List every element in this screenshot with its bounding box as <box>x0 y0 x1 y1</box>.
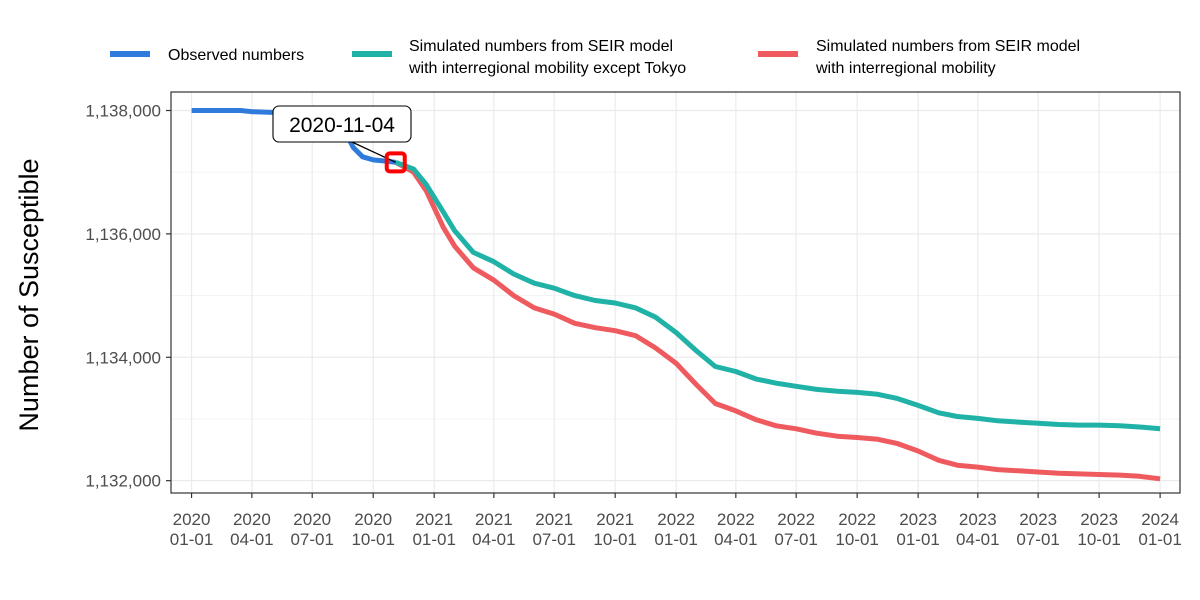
x-tick-label-monthday: 10-01 <box>1077 530 1120 549</box>
legend-label-observed: Observed numbers <box>168 47 304 64</box>
legend-label-simulated-except-tokyo-line1: Simulated numbers from SEIR model <box>409 38 673 55</box>
x-tick-label-year: 2023 <box>959 510 997 529</box>
annotation-label-box <box>272 105 412 143</box>
series-line-simulated-mobility <box>394 160 1161 482</box>
x-tick-label-year: 2023 <box>1080 510 1118 529</box>
grid <box>171 92 1180 493</box>
series-line-simulated-except-tokyo <box>394 159 1161 432</box>
x-tick-label-year: 2022 <box>838 510 876 529</box>
y-tick-label: 1,138,000 <box>85 102 161 121</box>
x-tick-label-monthday: 10-01 <box>351 530 394 549</box>
x-tick-label-year: 2021 <box>415 510 453 529</box>
x-axis: 202001-01202004-01202007-01202010-012021… <box>170 493 1182 549</box>
x-tick-label-year: 2020 <box>233 510 271 529</box>
x-tick-label-year: 2022 <box>657 510 695 529</box>
x-tick-label-monthday: 01-01 <box>412 530 455 549</box>
plot-border <box>170 91 1181 494</box>
x-tick-label-monthday: 07-01 <box>290 530 333 549</box>
x-tick-label-year: 2022 <box>777 510 815 529</box>
legend: Observed numbers Simulated numbers from … <box>110 38 1080 77</box>
x-tick-label-year: 2020 <box>354 510 392 529</box>
x-tick-label-monthday: 01-01 <box>1138 530 1181 549</box>
legend-label-simulated-mobility-line2: with interregional mobility <box>815 60 996 77</box>
x-tick-label-year: 2021 <box>475 510 513 529</box>
annotation-label-text: 2020-11-04 <box>289 114 395 137</box>
legend-label-simulated-except-tokyo-line2: with interregional mobility except Tokyo <box>408 60 686 77</box>
x-tick-label-monthday: 07-01 <box>1016 530 1059 549</box>
legend-label-simulated-mobility-line1: Simulated numbers from SEIR model <box>816 38 1080 55</box>
x-tick-label-monthday: 04-01 <box>714 530 757 549</box>
x-tick-label-year: 2021 <box>535 510 573 529</box>
x-tick-label-monthday: 04-01 <box>230 530 273 549</box>
x-tick-label-year: 2020 <box>293 510 331 529</box>
x-tick-label-monthday: 10-01 <box>593 530 636 549</box>
x-tick-label-year: 2023 <box>1019 510 1057 529</box>
y-axis-title: Number of Susceptible <box>14 158 44 431</box>
annotation-marker <box>384 151 407 174</box>
y-tick-label: 1,132,000 <box>85 472 161 491</box>
x-tick-label-monthday: 10-01 <box>835 530 878 549</box>
x-tick-label-monthday: 04-01 <box>956 530 999 549</box>
x-tick-label-monthday: 01-01 <box>654 530 697 549</box>
x-tick-label-year: 2022 <box>717 510 755 529</box>
x-tick-label-monthday: 07-01 <box>532 530 575 549</box>
x-tick-label-year: 2023 <box>899 510 937 529</box>
x-tick-label-monthday: 01-01 <box>170 530 213 549</box>
y-tick-label: 1,134,000 <box>85 348 161 367</box>
x-tick-label-year: 2020 <box>173 510 211 529</box>
annotation: 2020-11-04 <box>272 105 412 174</box>
x-tick-label-year: 2024 <box>1141 510 1179 529</box>
x-tick-label-monthday: 01-01 <box>896 530 939 549</box>
y-tick-label: 1,136,000 <box>85 225 161 244</box>
x-tick-label-monthday: 04-01 <box>472 530 515 549</box>
x-tick-label-year: 2021 <box>596 510 634 529</box>
x-tick-label-monthday: 07-01 <box>774 530 817 549</box>
y-axis: 1,132,000 1,134,000 1,136,000 1,138,000 <box>85 102 171 491</box>
